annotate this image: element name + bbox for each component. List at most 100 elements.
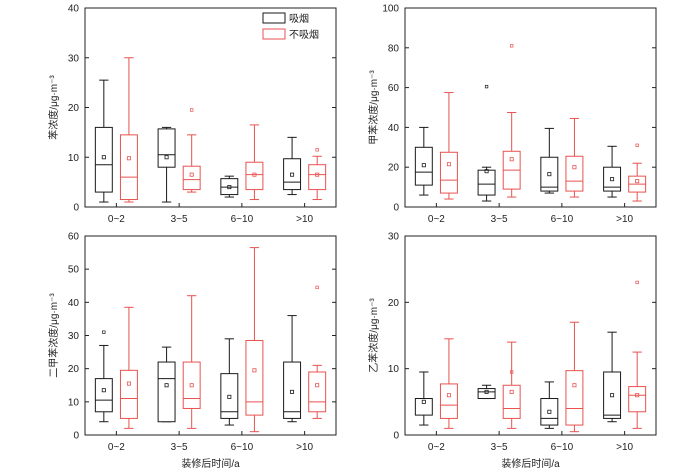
mean-marker bbox=[126, 156, 131, 161]
x-tick-label: >10 bbox=[616, 442, 633, 453]
box-smoking-1 bbox=[94, 330, 113, 423]
legend-label: 不吸烟 bbox=[289, 28, 319, 41]
x-tick-label: 0~2 bbox=[108, 442, 125, 453]
y-tick-label: 0 bbox=[393, 431, 399, 442]
x-tick-label: 0~2 bbox=[108, 214, 125, 225]
mean-marker bbox=[484, 389, 489, 394]
legend-swatch bbox=[262, 12, 286, 24]
plot-frame bbox=[404, 7, 657, 208]
x-axis-title: 装修后时间/a bbox=[181, 457, 240, 470]
y-tick-label: 40 bbox=[68, 4, 80, 15]
plot-frame bbox=[404, 235, 657, 436]
box-smoking-4 bbox=[283, 136, 302, 196]
mean-marker bbox=[227, 394, 232, 399]
mean-marker bbox=[189, 383, 194, 388]
mean-marker bbox=[635, 393, 640, 398]
x-tick-label: 6~10 bbox=[231, 442, 254, 453]
outlier-point bbox=[315, 285, 319, 290]
box-iqr bbox=[157, 361, 176, 423]
x-tick-label: 3~5 bbox=[171, 442, 188, 453]
mean-marker bbox=[509, 157, 514, 162]
chart-panel-4: 0 10 20 30 0~2 3~5 6~10 >10 乙苯浓度/μg·m⁻³ 装修后时间/a bbox=[367, 232, 657, 470]
box-non-smoking-2 bbox=[182, 108, 201, 193]
mean-marker bbox=[610, 393, 615, 398]
mean-marker bbox=[421, 163, 426, 168]
box-smoking-1 bbox=[414, 126, 433, 196]
chart-panel-3: 0 10 20 30 40 50 60 0~2 3~5 6~10 >10 二甲苯浓度/μg·m⁻³ 装修… bbox=[47, 232, 337, 470]
box-iqr bbox=[502, 384, 521, 419]
box-iqr bbox=[308, 164, 327, 191]
box-iqr bbox=[439, 151, 458, 194]
x-tick-label: 3~5 bbox=[171, 214, 188, 225]
y-tick-label: 60 bbox=[388, 83, 400, 94]
mean-marker bbox=[572, 383, 577, 388]
box-iqr bbox=[414, 398, 433, 416]
y-tick-label: 20 bbox=[388, 298, 400, 309]
box-non-smoking-1 bbox=[119, 306, 138, 429]
box-non-smoking-4 bbox=[628, 143, 647, 202]
x-tick-label: 3~5 bbox=[491, 214, 508, 225]
box-smoking-4 bbox=[283, 315, 302, 423]
outlier-point bbox=[102, 330, 106, 334]
box-non-smoking-4 bbox=[308, 285, 327, 419]
box-iqr bbox=[565, 370, 584, 426]
box-smoking-2 bbox=[477, 384, 496, 400]
box-iqr bbox=[245, 339, 264, 416]
y-axis-title: 苯浓度/μg·m⁻³ bbox=[47, 75, 60, 140]
outlier-point bbox=[635, 143, 639, 147]
box-smoking-4 bbox=[603, 331, 622, 423]
y-tick-label: 0 bbox=[393, 203, 399, 214]
mean-marker bbox=[252, 172, 257, 177]
box-iqr bbox=[283, 158, 302, 191]
mean-marker bbox=[126, 381, 131, 386]
y-tick-label: 30 bbox=[68, 331, 80, 342]
y-tick-label: 40 bbox=[388, 123, 400, 134]
mean-marker bbox=[290, 389, 295, 394]
mean-marker bbox=[315, 172, 320, 177]
y-tick-label: 30 bbox=[68, 53, 80, 64]
box-iqr bbox=[119, 134, 138, 201]
box-smoking-1 bbox=[94, 79, 113, 203]
mean-marker bbox=[421, 399, 426, 404]
box-non-smoking-3 bbox=[565, 117, 584, 198]
box-smoking-2 bbox=[477, 84, 496, 202]
box-non-smoking-1 bbox=[119, 57, 138, 203]
y-tick-label: 60 bbox=[68, 232, 80, 243]
box-iqr bbox=[603, 166, 622, 192]
box-smoking-4 bbox=[603, 145, 622, 198]
y-tick-label: 50 bbox=[68, 265, 80, 276]
x-tick-label: >10 bbox=[616, 214, 633, 225]
x-tick-label: 6~10 bbox=[551, 442, 574, 453]
y-tick-label: 20 bbox=[68, 103, 80, 114]
mean-marker bbox=[164, 155, 169, 160]
box-iqr bbox=[308, 371, 327, 413]
mean-marker bbox=[252, 368, 257, 373]
outlier-point bbox=[635, 280, 639, 285]
box-smoking-1 bbox=[414, 371, 433, 426]
mean-marker bbox=[635, 179, 640, 184]
mean-marker bbox=[164, 383, 169, 388]
mean-marker bbox=[189, 172, 194, 177]
mean-marker bbox=[572, 165, 577, 170]
y-axis-title: 甲苯浓度/μg·m⁻³ bbox=[367, 70, 380, 145]
mean-marker bbox=[101, 388, 106, 393]
box-non-smoking-1 bbox=[439, 92, 458, 200]
box-iqr bbox=[220, 373, 239, 419]
box-iqr bbox=[477, 169, 496, 196]
chart-panel-2: 0 20 40 60 80 100 0~2 3~5 6~10 >10 甲苯浓度/μg·m⁻³ bbox=[367, 4, 657, 225]
x-tick-label: 6~10 bbox=[551, 214, 574, 225]
box-smoking-2 bbox=[157, 126, 176, 203]
mean-marker bbox=[315, 383, 320, 388]
box-non-smoking-3 bbox=[245, 124, 264, 201]
box-smoking-3 bbox=[220, 338, 239, 426]
box-iqr bbox=[603, 371, 622, 419]
box-iqr bbox=[540, 398, 559, 426]
mean-marker bbox=[446, 393, 451, 398]
box-iqr bbox=[94, 126, 113, 193]
box-iqr bbox=[414, 146, 433, 186]
y-tick-label: 40 bbox=[68, 298, 80, 309]
box-iqr bbox=[540, 156, 559, 192]
y-tick-label: 80 bbox=[388, 43, 400, 54]
